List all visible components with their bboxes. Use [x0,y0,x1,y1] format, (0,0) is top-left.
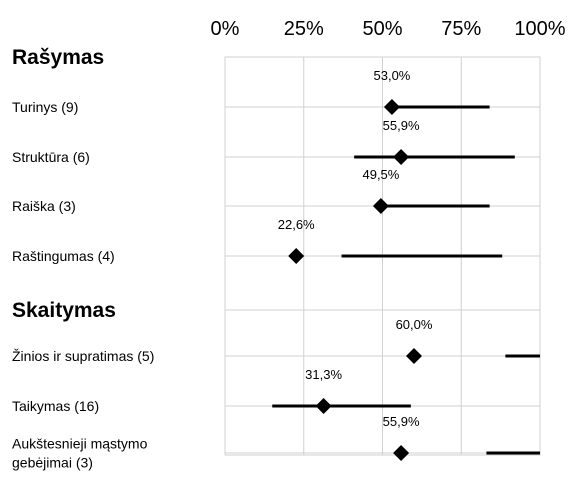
category-label: gebėjimai (3) [12,455,93,471]
category-label: Raiška (3) [12,198,76,214]
data-marks: 53,0% 55,9% 49,5% 22,6% 60,0% 31,3% 55,9% [272,68,540,461]
x-tick-label: 25% [284,18,324,40]
value-diamond [315,398,332,414]
category-labels: Rašymas Turinys (9) Struktūra (6) Raiška (3… [12,46,154,471]
category-label: Aukštesnieji mąstymo [12,436,148,452]
gridlines [224,56,541,456]
x-tick-label: 75% [441,18,481,40]
data-label: 22,6% [278,217,315,232]
data-label: 49,5% [362,167,399,182]
category-label: Raštingumas (4) [12,248,115,264]
x-tick-label: 50% [362,18,402,40]
value-diamond [383,99,400,115]
x-tick-label: 100% [514,18,565,40]
value-diamond [393,149,410,165]
data-label: 31,3% [305,367,342,382]
category-label: Taikymas (16) [12,398,99,414]
value-diamond [372,198,389,214]
category-label: Žinios ir supratimas (5) [12,348,154,364]
data-label: 53,0% [374,68,411,83]
data-label: 55,9% [383,118,420,133]
x-axis-ticks: 0% 25% 50% 75% 100% [211,18,566,40]
section-title: Rašymas [12,46,104,69]
section-title: Skaitymas [12,299,116,322]
value-diamond [288,248,305,264]
data-label: 55,9% [383,414,420,429]
value-diamond [406,348,422,364]
data-label: 60,0% [396,317,433,332]
x-tick-label: 0% [211,18,240,40]
category-label: Turinys (9) [12,99,78,115]
category-label: Struktūra (6) [12,149,90,165]
value-diamond [393,445,410,461]
